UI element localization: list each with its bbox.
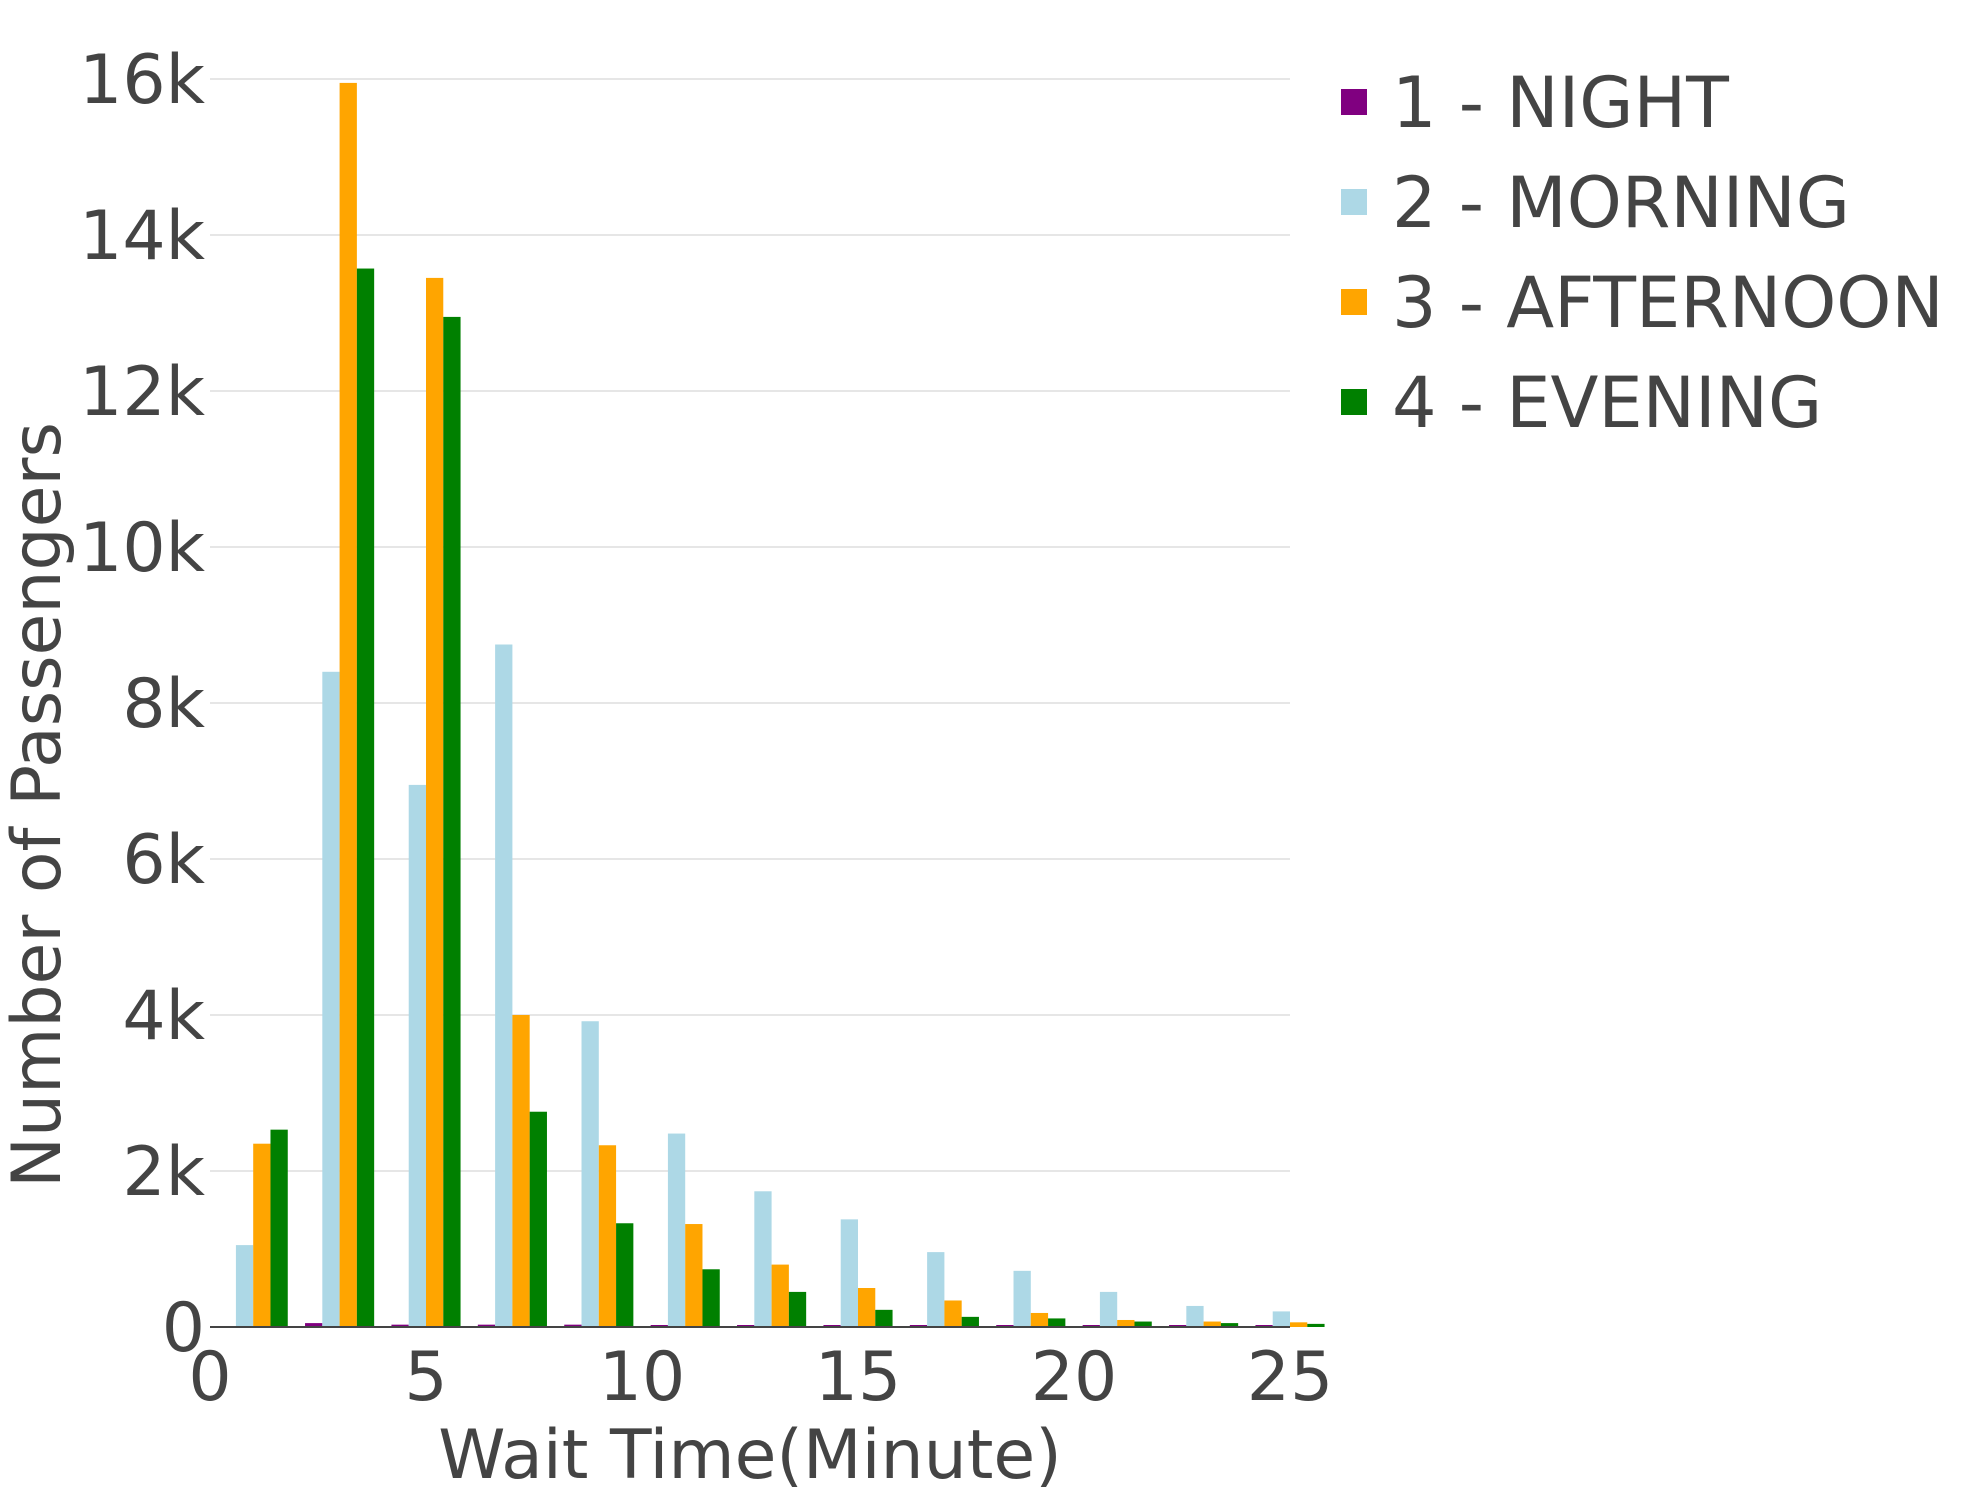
x-tick-labels: 0 5 10 15 20 25: [188, 1338, 1333, 1417]
bar-3-afternoon: [253, 1143, 271, 1327]
bar-2-morning: [1186, 1305, 1204, 1327]
legend-swatch: [1341, 289, 1367, 315]
bar-4-evening: [788, 1291, 807, 1327]
legend-label: 2 - MORNING: [1392, 162, 1850, 244]
legend-label: 1 - NIGHT: [1392, 62, 1729, 144]
bar-2-morning: [667, 1133, 686, 1327]
bar-2-morning: [408, 784, 426, 1327]
y-tick-label: 2k: [122, 1133, 205, 1212]
y-tick-label: 0: [162, 1289, 205, 1368]
x-tick-label: 25: [1247, 1338, 1334, 1417]
bar-3-afternoon: [771, 1264, 789, 1327]
y-tick-label: 12k: [79, 353, 206, 432]
bar-4-evening: [961, 1316, 979, 1327]
x-tick-label: 10: [599, 1338, 686, 1417]
legend-label: 3 - AFTERNOON: [1392, 262, 1944, 344]
bar-2-morning: [495, 644, 513, 1327]
bar-4-evening: [1220, 1323, 1239, 1327]
x-axis-title: Wait Time(Minute): [438, 1416, 1061, 1488]
y-tick-label: 10k: [79, 509, 206, 588]
x-tick-label: 20: [1031, 1338, 1118, 1417]
legend-swatch: [1341, 89, 1367, 115]
bar-4-evening: [529, 1111, 547, 1327]
bar-3-afternoon: [598, 1145, 617, 1327]
grid-lines: [210, 78, 1290, 1172]
bar-4-evening: [875, 1309, 893, 1327]
bar-3-afternoon: [1290, 1322, 1308, 1327]
y-tick-label: 16k: [79, 41, 206, 120]
bar-3-afternoon: [512, 1015, 530, 1327]
bar-4-evening: [1048, 1318, 1066, 1327]
bar-3-afternoon: [1203, 1321, 1221, 1327]
bar-3-afternoon: [339, 82, 357, 1327]
bar-2-morning: [1099, 1291, 1118, 1327]
legend-swatch: [1341, 189, 1367, 215]
bar-2-morning: [1272, 1311, 1290, 1327]
y-axis-title: Number of Passengers: [0, 422, 77, 1188]
y-tick-label: 14k: [79, 197, 206, 276]
bar-3-afternoon: [944, 1300, 962, 1327]
bar-4-evening: [1134, 1321, 1152, 1327]
bar-2-morning: [235, 1245, 254, 1327]
bar-4-evening: [616, 1223, 634, 1327]
bar-4-evening: [270, 1129, 288, 1327]
bar-3-afternoon: [685, 1224, 703, 1327]
bar-4-evening: [443, 316, 461, 1327]
legend-label: 4 - EVENING: [1392, 362, 1822, 444]
bar-3-afternoon: [1117, 1319, 1135, 1327]
bar-1-night: [477, 1324, 496, 1327]
bar-1-night: [564, 1324, 582, 1327]
bar-3-afternoon: [858, 1288, 876, 1327]
bar-2-morning: [1013, 1270, 1031, 1327]
y-tick-label: 8k: [122, 665, 205, 744]
bars: [235, 82, 1325, 1327]
y-tick-labels: 0 2k 4k 6k 8k 10k 12k 14k 16k: [79, 41, 206, 1368]
legend-swatch: [1341, 389, 1367, 415]
bar-3-afternoon: [426, 277, 444, 1327]
x-tick-label: 15: [815, 1338, 902, 1417]
bar-2-morning: [581, 1021, 599, 1327]
bar-1-night: [391, 1324, 409, 1327]
x-tick-label: 5: [404, 1338, 447, 1417]
legend: 1 - NIGHT 2 - MORNING 3 - AFTERNOON 4 - EVE…: [1341, 62, 1944, 444]
bar-2-morning: [322, 671, 340, 1327]
bar-4-evening: [702, 1269, 720, 1327]
bar-1-night: [305, 1323, 323, 1327]
bar-4-evening: [1307, 1323, 1325, 1327]
y-tick-label: 6k: [122, 821, 205, 900]
x-tick-label: 0: [188, 1338, 231, 1417]
bar-2-morning: [840, 1219, 858, 1327]
bar-2-morning: [927, 1252, 945, 1327]
bar-2-morning: [754, 1191, 772, 1327]
y-tick-label: 4k: [122, 977, 205, 1056]
bar-4-evening: [356, 268, 375, 1327]
bar-3-afternoon: [1030, 1312, 1049, 1327]
